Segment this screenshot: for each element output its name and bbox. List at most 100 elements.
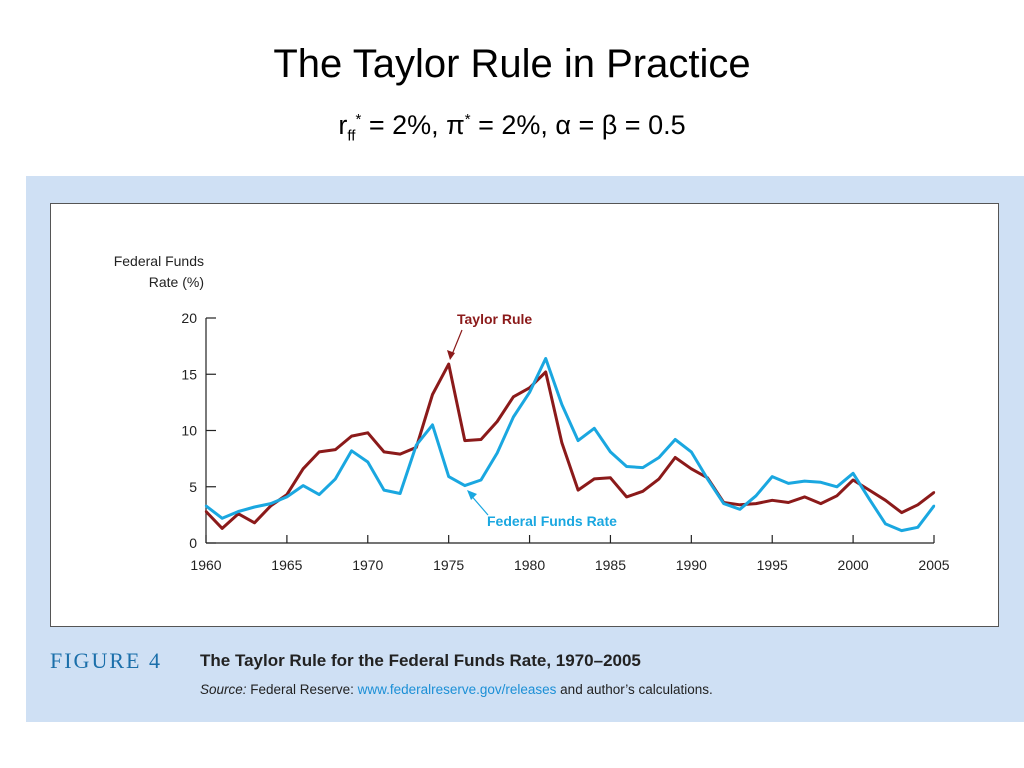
y-tick-label: 20 (181, 310, 197, 326)
series-1-point (237, 510, 240, 513)
series-0-point (318, 450, 321, 454)
slide-title: The Taylor Rule in Practice (273, 42, 751, 86)
series-0-point (916, 503, 920, 506)
series-0-point (771, 499, 774, 502)
series-0-point (690, 467, 693, 470)
y-tick-label: 0 (189, 535, 197, 551)
y-axis-label-line1: Federal Funds (114, 253, 204, 269)
series-0-point (835, 494, 839, 497)
x-tick-label: 1960 (190, 557, 221, 573)
series-0-point (803, 495, 806, 499)
x-tick-label: 1995 (757, 557, 788, 573)
series-1-point (253, 505, 256, 509)
series-1-point (803, 479, 806, 483)
series-0-point (560, 441, 564, 445)
series-0-point (593, 477, 596, 481)
x-tick-label: 1990 (676, 557, 707, 573)
series-1-point (479, 478, 483, 482)
series-1-point (269, 502, 272, 505)
series-0-point (884, 499, 887, 502)
series-1-point (722, 502, 725, 505)
y-tick-label: 15 (181, 366, 197, 382)
series-0-point (932, 491, 936, 494)
series-0-point (625, 495, 628, 499)
series-0-point (657, 477, 661, 481)
series-0-point (447, 362, 450, 366)
series-0-point (738, 503, 742, 506)
taylor-rule-label: Taylor Rule (457, 311, 532, 327)
series-1-point (528, 391, 531, 394)
series-0-point (673, 456, 677, 459)
series-1-point (431, 423, 434, 427)
series-1-point (673, 438, 677, 441)
series-1-point (560, 403, 564, 406)
series-1-point (754, 494, 758, 497)
y-axis-label-line2: Rate (%) (149, 274, 204, 290)
series-0-point (350, 434, 353, 438)
line-chart: Federal Funds Rate (%) 0 5 10 15 20 1960 1965 197… (114, 253, 950, 573)
x-tick-label: 1980 (514, 557, 545, 573)
series-1-point (609, 450, 612, 454)
source-label: Source: (200, 682, 247, 697)
series-0-point (366, 431, 369, 434)
subtitle-r: r (338, 110, 348, 140)
series-0-point (431, 393, 434, 396)
subtitle-r-superscript: * (355, 111, 362, 128)
x-tick-label: 1970 (352, 557, 383, 573)
subtitle-part1: = 2%, π (361, 110, 465, 140)
series-0-point (576, 488, 580, 492)
series-1-point (738, 508, 742, 511)
series-1-point (771, 475, 774, 478)
series-1-point (285, 495, 289, 499)
series-1-point (593, 427, 596, 430)
series-0-point (754, 502, 758, 505)
series-1-point (382, 488, 386, 492)
source-link[interactable]: www.federalreserve.gov/releases (357, 682, 557, 697)
series-0-point (301, 467, 305, 470)
series-1-point (868, 497, 871, 501)
series-1-point (204, 504, 208, 508)
series-1-point (220, 517, 224, 520)
series-0-point (609, 476, 612, 479)
series-1-point (835, 485, 839, 488)
series-1-point (415, 443, 418, 447)
series-1-point (932, 504, 936, 508)
source-tail: and author’s calculations. (556, 682, 713, 697)
series-0-point (641, 490, 644, 493)
series-0-point (851, 478, 855, 482)
series-0-point (463, 439, 467, 442)
source-text: Federal Reserve: (246, 682, 358, 697)
series-1-point (318, 493, 321, 496)
series-1-point (301, 484, 305, 487)
series-1-point (884, 522, 887, 526)
slide-subtitle: rff* = 2%, π* = 2%, α = β = 0.5 (0, 110, 1024, 144)
series-0-point (382, 450, 386, 454)
series-1-point (787, 482, 790, 485)
series-line-1 (205, 357, 936, 533)
series-1-point (576, 439, 580, 442)
series-0-point (204, 510, 208, 513)
series-0-point (398, 452, 402, 456)
series-1-point (463, 484, 467, 487)
series-0-point (868, 488, 871, 492)
series-0-point (334, 448, 337, 451)
federal-funds-rate-arrowhead (467, 490, 477, 500)
y-tick-label: 10 (181, 423, 197, 439)
series-0-point (253, 521, 256, 524)
series-1-point (900, 529, 903, 532)
series-0-point (900, 511, 903, 514)
subtitle-r-subscript: ff (347, 127, 356, 145)
series-0-point (220, 527, 224, 530)
series-1-point (350, 449, 353, 452)
series-1-point (690, 450, 693, 454)
series-1-point (398, 492, 402, 495)
series-0-point (787, 501, 790, 504)
taylor-rule-arrowhead (447, 350, 455, 360)
series-0-point (479, 438, 483, 441)
series-0-point (819, 502, 822, 505)
x-tick-label: 2000 (838, 557, 869, 573)
chart-frame: Federal Funds Rate (%) 0 5 10 15 20 1960 1965 197… (50, 203, 999, 627)
series-1-point (819, 481, 822, 484)
series-1-point (916, 526, 920, 529)
series-1-point (851, 472, 855, 475)
